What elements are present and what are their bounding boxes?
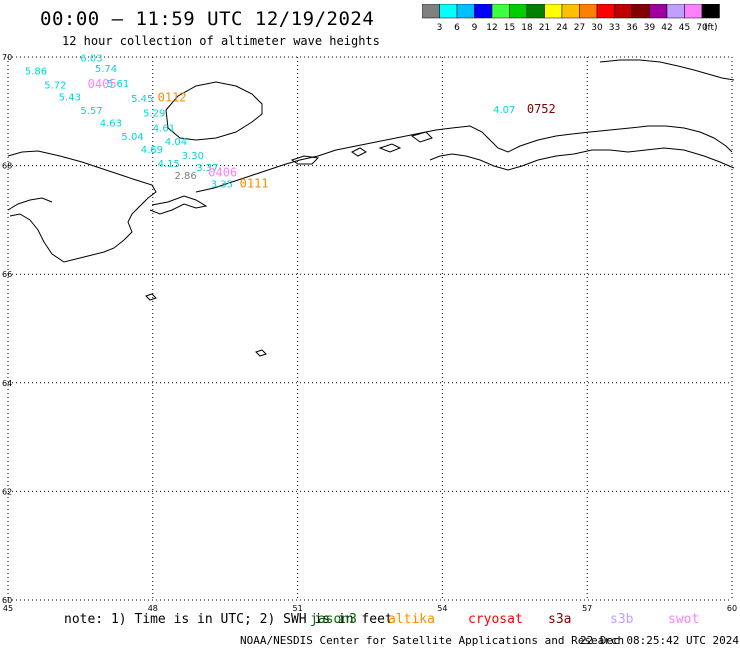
lon-tick-label: 51 bbox=[293, 604, 303, 613]
pass-time-label: 0406 bbox=[208, 165, 237, 179]
axis-tick-labels: 45 48 51 54 57 60 70 68 66 64 62 60 bbox=[2, 53, 737, 613]
wave-height-label: 5.04 bbox=[121, 132, 143, 143]
page-title: 00:00 – 11:59 UTC 12/19/2024 bbox=[40, 8, 375, 30]
lat-tick-label: 68 bbox=[2, 162, 12, 171]
coastlines bbox=[7, 59, 735, 357]
lat-tick-label: 62 bbox=[2, 487, 12, 496]
legend-label: (ft) bbox=[704, 23, 718, 33]
wave-height-label: 6.03 bbox=[80, 53, 102, 64]
coastline-main bbox=[149, 195, 208, 215]
legend-label: 6 bbox=[454, 23, 460, 33]
wave-height-label: 5.57 bbox=[80, 106, 102, 117]
wave-height-labels: 6.03 5.86 5.74 5.72 5.61 5.43 5.45 5.57 5.29 4.63… bbox=[25, 53, 515, 190]
coastline-west-2 bbox=[7, 197, 53, 211]
satellite-label-jason3: jason3 bbox=[310, 612, 357, 627]
satellite-label-swot: swot bbox=[668, 612, 700, 627]
legend-label: 36 bbox=[626, 23, 638, 33]
wave-height-label: 5.86 bbox=[25, 66, 47, 77]
coastline-south-east bbox=[429, 147, 735, 171]
lon-tick-label: 54 bbox=[437, 604, 447, 613]
coastline-main-east bbox=[195, 125, 733, 193]
wave-height-label: 5.29 bbox=[143, 109, 165, 120]
lon-tick-label: 48 bbox=[148, 604, 158, 613]
wave-height-label: 5.74 bbox=[95, 64, 117, 75]
satellite-label-altika: altika bbox=[388, 612, 435, 627]
islet-65 bbox=[255, 349, 267, 357]
legend-label: 9 bbox=[472, 23, 478, 33]
lon-tick-label: 60 bbox=[727, 604, 737, 613]
legend-label: 15 bbox=[504, 23, 515, 33]
lon-tick-label: 57 bbox=[582, 604, 592, 613]
legend-label: 30 bbox=[591, 23, 603, 33]
coastline-west bbox=[7, 150, 157, 263]
wave-height-label: 3.37 bbox=[196, 163, 218, 174]
wave-height-label: 4.04 bbox=[165, 137, 187, 148]
legend-label: 70 bbox=[696, 23, 708, 33]
wave-height-label: 4.69 bbox=[141, 145, 163, 156]
lat-tick-label: 64 bbox=[2, 379, 12, 388]
lat-tick-label: 66 bbox=[2, 270, 12, 279]
grid-lines bbox=[7, 56, 733, 601]
legend-label: 21 bbox=[539, 23, 550, 33]
coastline-northeast bbox=[599, 59, 735, 81]
wave-height-label: 5.43 bbox=[59, 92, 81, 103]
note-text: note: 1) Time is in UTC; 2) SWH is in fe… bbox=[64, 612, 393, 627]
wave-height-label: 4.61 bbox=[153, 123, 175, 134]
lat-tick-label: 60 bbox=[2, 596, 12, 605]
wave-height-label: 4.15 bbox=[158, 159, 180, 170]
legend-swatch bbox=[701, 4, 720, 19]
legend-label: 24 bbox=[556, 23, 568, 33]
coastline-islands bbox=[290, 131, 433, 165]
lon-tick-label: 45 bbox=[3, 604, 13, 613]
legend-label: 33 bbox=[609, 23, 620, 33]
legend-label: 12 bbox=[486, 23, 497, 33]
pass-time-label: 0405 bbox=[88, 77, 117, 91]
legend-label: 42 bbox=[661, 23, 672, 33]
pass-time-label: 0111 bbox=[240, 176, 269, 190]
wave-height-label: 4.07 bbox=[493, 105, 515, 116]
wave-height-label: 2.86 bbox=[175, 171, 197, 182]
legend-label: 27 bbox=[574, 23, 585, 33]
satellite-label-cryosat: cryosat bbox=[468, 612, 523, 627]
wave-height-label: 3.35 bbox=[211, 179, 233, 190]
wave-height-label: 5.72 bbox=[44, 80, 66, 91]
satellite-label-s3b: s3b bbox=[610, 612, 634, 627]
color-legend: 3 6 9 12 15 18 21 24 27 30 33 36 39 42 45 70(ft) bbox=[422, 4, 720, 33]
satellite-label-s3a: s3a bbox=[548, 612, 572, 627]
legend-label: 39 bbox=[644, 23, 656, 33]
page-subtitle: 12 hour collection of altimeter wave hei… bbox=[62, 34, 380, 48]
wave-height-label: 4.63 bbox=[100, 119, 122, 130]
legend-label: 45 bbox=[679, 23, 690, 33]
kanin-peninsula bbox=[165, 81, 263, 141]
pass-time-label: 0112 bbox=[158, 91, 187, 105]
wave-height-label: 3.30 bbox=[182, 151, 204, 162]
legend-label: 18 bbox=[521, 23, 533, 33]
credit-text: NOAA/NESDIS Center for Satellite Applica… bbox=[240, 634, 625, 647]
pass-time-label: 0752 bbox=[527, 102, 556, 116]
legend-label: 3 bbox=[437, 23, 443, 33]
generated-timestamp: 22 Dec 08:25:42 UTC 2024 bbox=[580, 634, 739, 647]
islet-66 bbox=[145, 293, 157, 301]
lat-tick-label: 70 bbox=[2, 53, 12, 62]
wave-height-label: 5.61 bbox=[107, 79, 129, 90]
wave-height-label: 5.45 bbox=[131, 94, 153, 105]
